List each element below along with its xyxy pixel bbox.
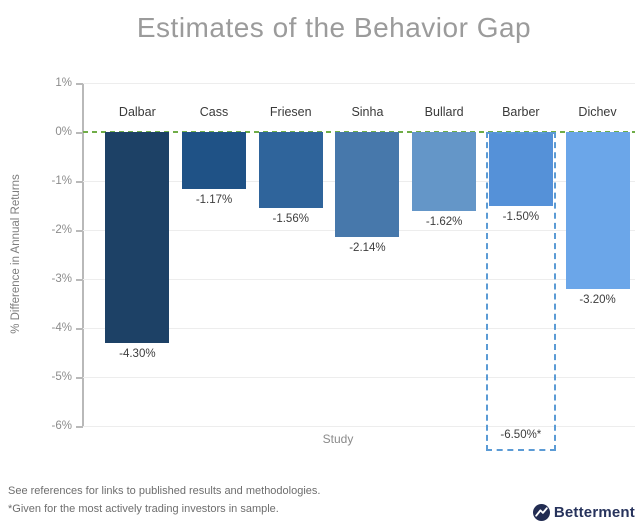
bar-barber bbox=[488, 132, 553, 206]
gridline-1% bbox=[83, 83, 635, 84]
footnote-asterisk: *Given for the most actively trading inv… bbox=[8, 503, 279, 515]
y-tick-label-1%: 1% bbox=[55, 77, 72, 89]
y-axis-title: % Difference in Annual Returns bbox=[10, 174, 22, 334]
betterment-logo-icon bbox=[532, 504, 550, 521]
bar-dalbar bbox=[105, 132, 170, 343]
y-tick-label--4%: -4% bbox=[51, 322, 72, 334]
value-label-barber: -1.50% bbox=[502, 210, 540, 223]
y-tick-label--2%: -2% bbox=[51, 224, 72, 236]
bar-friesen bbox=[258, 132, 323, 209]
gridline--6% bbox=[83, 426, 635, 427]
value-label-cass: -1.17% bbox=[195, 194, 233, 207]
category-label-bullard: Bullard bbox=[424, 105, 464, 119]
y-tick-label--6%: -6% bbox=[51, 420, 72, 432]
bar-sinha bbox=[335, 132, 400, 237]
category-label-cass: Cass bbox=[199, 105, 229, 119]
annotation-label-barber: -6.50%* bbox=[500, 428, 542, 441]
x-axis-title: Study bbox=[322, 432, 354, 446]
y-tick--4% bbox=[76, 328, 83, 330]
bar-dichev bbox=[565, 132, 630, 289]
value-label-sinha: -2.14% bbox=[349, 241, 386, 254]
bar-cass bbox=[182, 132, 247, 190]
chart-title: Estimates of the Behavior Gap bbox=[136, 12, 532, 43]
category-label-dalbar: Dalbar bbox=[118, 105, 156, 119]
footnote-references: See references for links to published re… bbox=[8, 485, 321, 497]
value-label-friesen: -1.56% bbox=[272, 213, 309, 226]
y-tick-1% bbox=[76, 83, 83, 85]
betterment-logo-text: Betterment bbox=[553, 504, 635, 521]
value-label-dichev: -3.20% bbox=[579, 293, 616, 306]
y-tick--1% bbox=[76, 181, 83, 183]
value-label-bullard: -1.62% bbox=[425, 216, 463, 229]
category-label-dichev: Dichev bbox=[578, 105, 617, 119]
y-tick-label--5%: -5% bbox=[51, 371, 72, 383]
y-tick-label--1%: -1% bbox=[51, 175, 72, 187]
category-label-friesen: Friesen bbox=[269, 105, 312, 119]
annotation-box-barber bbox=[485, 132, 556, 451]
y-tick--2% bbox=[76, 230, 83, 232]
bar-bullard bbox=[412, 132, 477, 212]
gridline--3% bbox=[83, 279, 635, 280]
category-label-barber: Barber bbox=[502, 105, 540, 119]
y-axis-line bbox=[82, 83, 84, 426]
y-tick-label-0%: 0% bbox=[55, 126, 72, 138]
y-tick--5% bbox=[76, 377, 83, 379]
gridline--4% bbox=[83, 328, 635, 329]
category-label-sinha: Sinha bbox=[351, 105, 384, 119]
y-tick--6% bbox=[76, 426, 83, 428]
y-tick-label--3%: -3% bbox=[51, 273, 72, 285]
gridline--5% bbox=[83, 377, 635, 378]
y-tick-0% bbox=[76, 132, 83, 134]
betterment-logo: Betterment bbox=[532, 504, 635, 521]
value-label-dalbar: -4.30% bbox=[119, 347, 156, 360]
y-tick--3% bbox=[76, 279, 83, 281]
